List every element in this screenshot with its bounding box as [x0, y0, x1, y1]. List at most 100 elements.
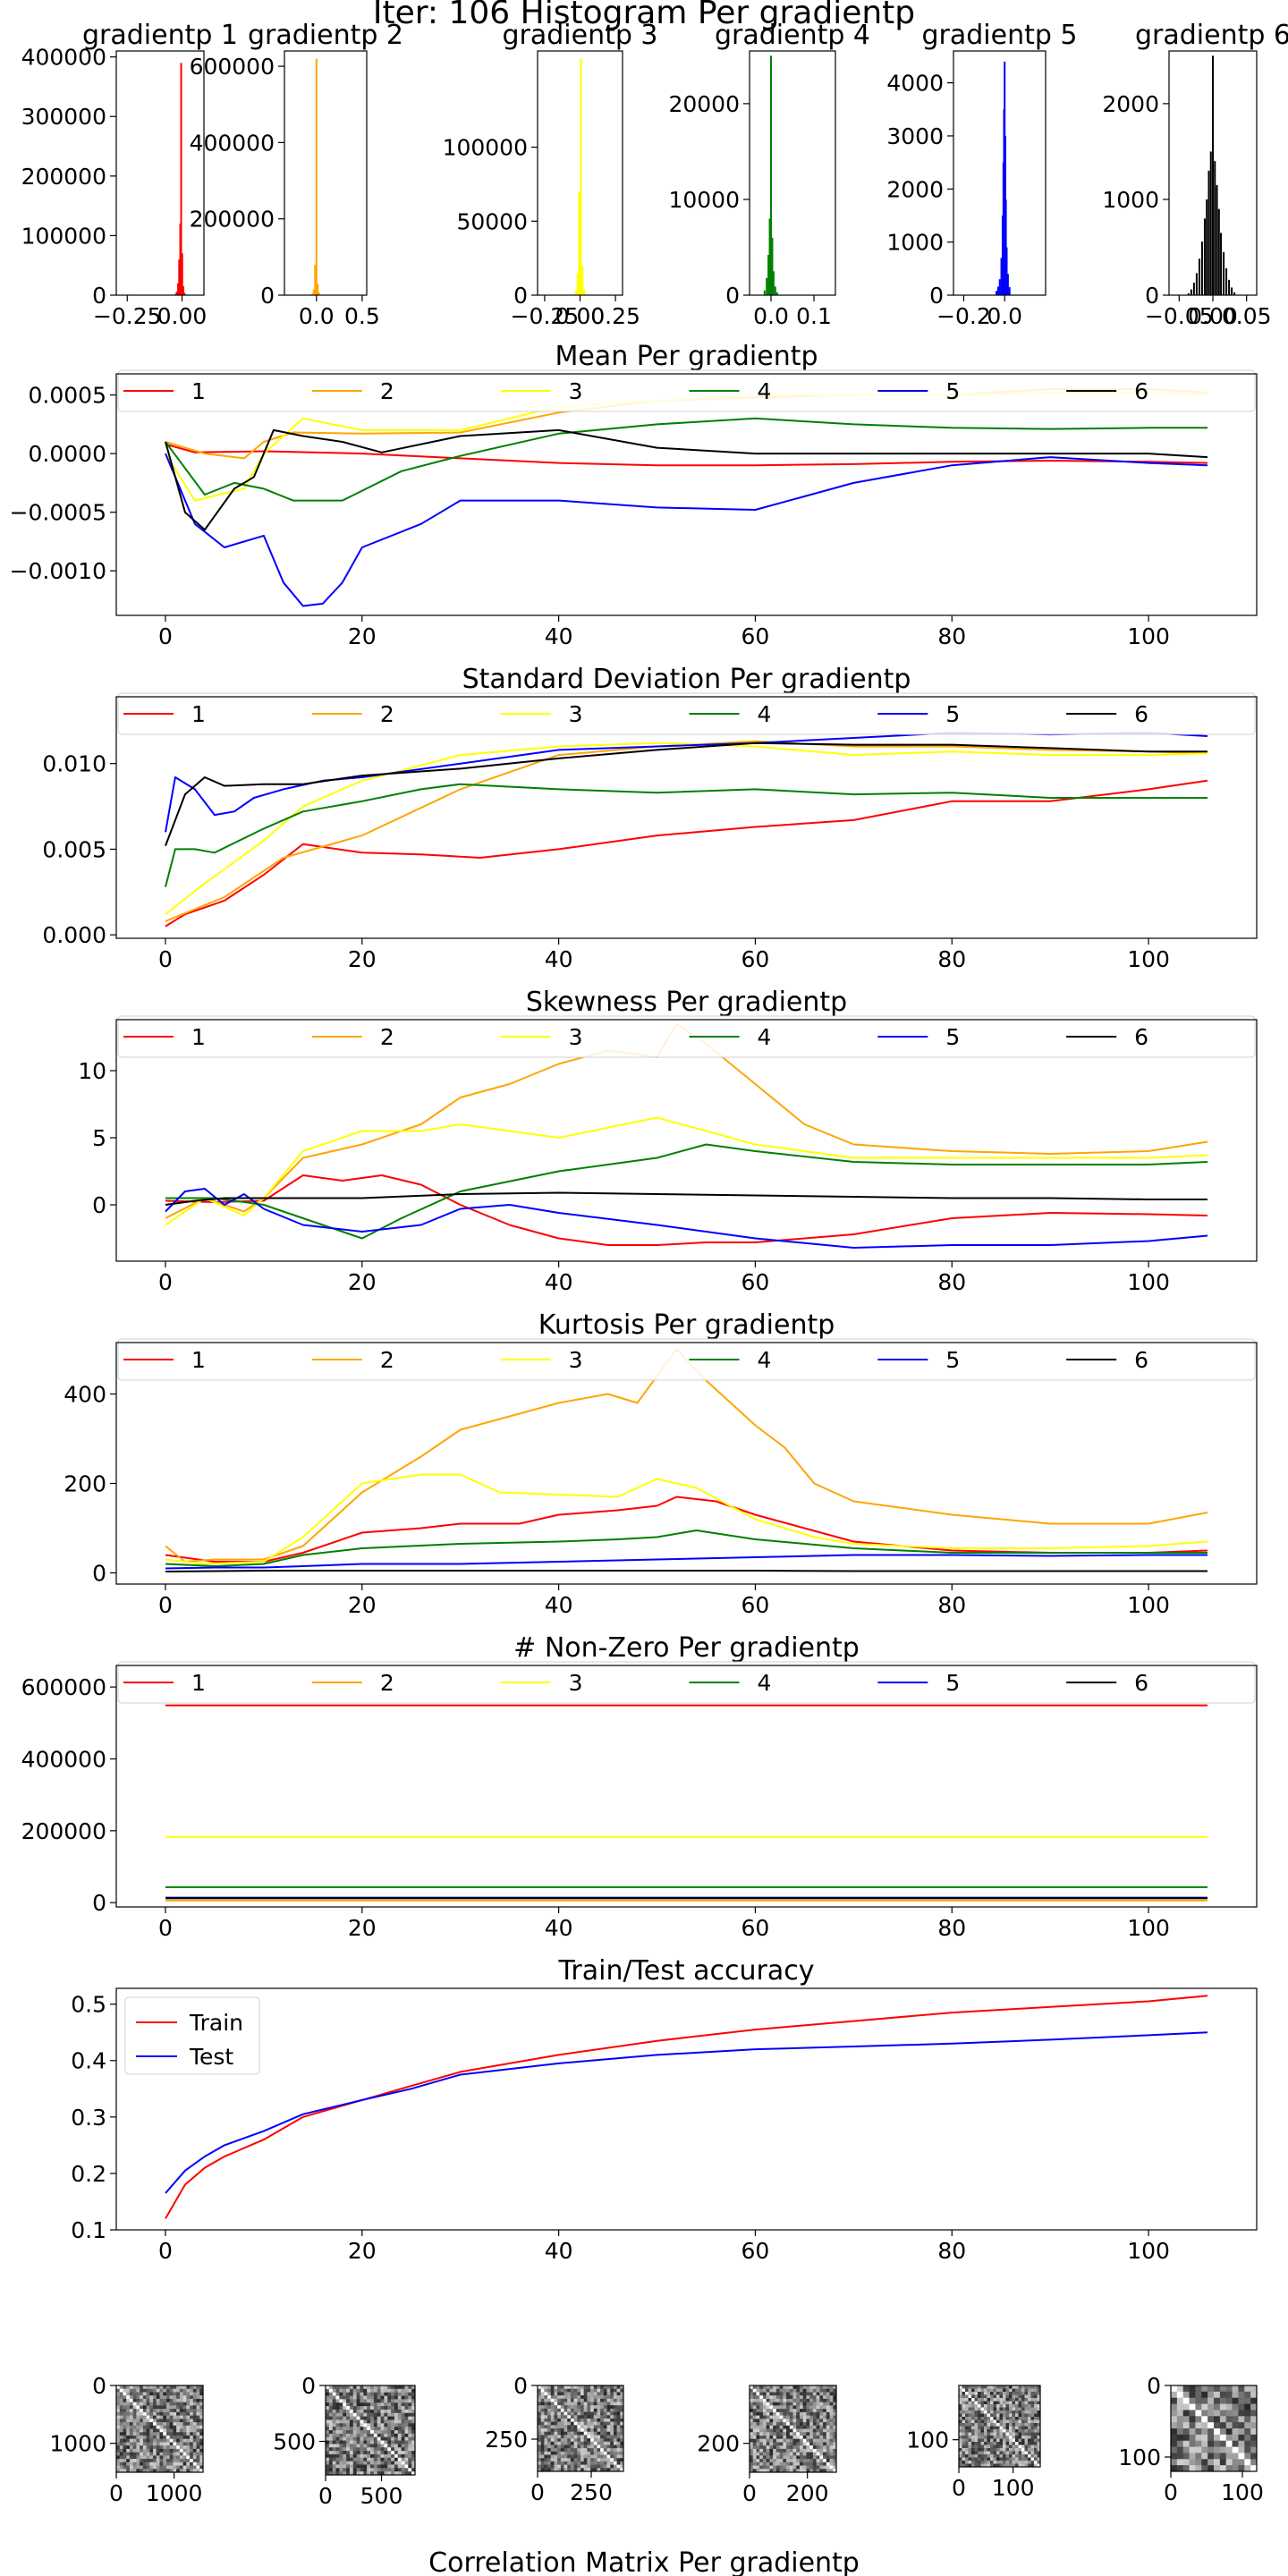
corr5-matrix-cell [1012, 2463, 1016, 2468]
corr4-matrix-cell [833, 2465, 837, 2470]
corr1-matrix-cell [173, 2452, 177, 2456]
corr5-matrix-cell [1030, 2404, 1035, 2408]
corr5-matrix-cell [978, 2451, 981, 2455]
corr3-matrix-cell [538, 2438, 541, 2443]
corr5-matrix-cell [974, 2398, 979, 2402]
hist1-xtick-label: −0.25 [93, 303, 162, 329]
corr3-matrix-cell [610, 2388, 614, 2393]
corr2-matrix-cell [380, 2444, 385, 2448]
corr2-matrix-cell [408, 2412, 412, 2417]
corr4-matrix-cell [779, 2455, 784, 2460]
corr1-matrix-cell [140, 2425, 144, 2429]
corr3-matrix-cell [560, 2458, 564, 2462]
corr1-matrix-cell [176, 2419, 181, 2423]
corr3-matrix-cell [620, 2451, 624, 2455]
corr4-matrix-cell [789, 2422, 793, 2427]
corr4-matrix-cell [775, 2402, 780, 2406]
corr2-matrix-cell [380, 2430, 385, 2435]
corr2-matrix-cell [394, 2430, 399, 2435]
corr2-matrix-cell [408, 2468, 412, 2472]
corr4-matrix-cell [766, 2442, 770, 2446]
corr5-matrix-cell [1003, 2448, 1006, 2452]
corr4-matrix-cell [775, 2438, 780, 2443]
corr1-matrix-cell [153, 2402, 157, 2406]
corr4-xtick-label: 0 [742, 2480, 757, 2506]
corr4-matrix-cell [789, 2419, 793, 2423]
kurt-legend-box [117, 1338, 1256, 1381]
corr5-matrix-cell [965, 2401, 969, 2405]
nonzero-xtick-label: 20 [348, 1915, 377, 1941]
corr6-matrix-cell [1176, 2391, 1184, 2399]
corr6-matrix-cell [1195, 2440, 1202, 2447]
corr3-matrix-cell [613, 2402, 617, 2406]
corr4-matrix-cell [759, 2452, 764, 2456]
corr3-matrix-cell [616, 2385, 621, 2389]
corr1-matrix-cell [149, 2438, 154, 2443]
corr4-matrix-cell [833, 2388, 837, 2393]
corr1-matrix-cell [176, 2395, 181, 2400]
corr1-matrix-cell [179, 2415, 183, 2419]
corr4-matrix-cell [826, 2425, 830, 2429]
kurt-series-line-6 [165, 1570, 1208, 1572]
corr5-matrix-cell [993, 2436, 997, 2439]
corr4-matrix-cell [762, 2435, 767, 2439]
corr3-matrix-cell [554, 2388, 558, 2393]
corr2-matrix-cell [384, 2388, 388, 2393]
corr2-matrix-cell [360, 2406, 364, 2411]
acc-legend-label: Test [189, 2044, 233, 2070]
corr5-matrix-cell [996, 2463, 1000, 2468]
corr3-matrix-cell [597, 2418, 601, 2422]
corr4-matrix-cell [812, 2469, 817, 2473]
corr3-matrix-cell [606, 2451, 611, 2455]
corr6-axes-frame [1170, 2385, 1258, 2472]
corr4-matrix-cell [762, 2459, 767, 2463]
corr2-matrix-cell [397, 2412, 402, 2417]
corr1-matrix-cell [142, 2388, 147, 2393]
corr5-matrix-cell [971, 2429, 975, 2433]
corr4-matrix-cell [752, 2419, 757, 2423]
corr4-matrix-cell [775, 2469, 780, 2473]
corr2-matrix-cell [360, 2464, 364, 2469]
nonzero-xtick-label: 40 [545, 1915, 573, 1941]
corr4-matrix-cell [769, 2445, 774, 2450]
corr5-matrix-cell [1028, 2392, 1031, 2395]
corr2-matrix-cell [394, 2440, 399, 2445]
corr4-matrix-cell [816, 2465, 820, 2470]
corr3-matrix-cell [573, 2438, 578, 2443]
corr2-matrix-cell [349, 2395, 354, 2400]
corr5-matrix-cell [971, 2432, 975, 2436]
corr2-matrix-cell [377, 2423, 381, 2428]
corr4-matrix-cell [823, 2459, 827, 2463]
corr2-matrix-cell [349, 2457, 354, 2462]
corr1-matrix-cell [132, 2405, 137, 2410]
corr1-matrix-cell [192, 2405, 197, 2410]
corr1-matrix-cell [196, 2452, 200, 2456]
corr3-matrix-cell [547, 2461, 552, 2465]
corr4-matrix-cell [792, 2445, 797, 2450]
corr6-matrix-cell [1195, 2446, 1202, 2453]
corr4-matrix-cell [752, 2385, 757, 2390]
corr2-matrix-cell [326, 2409, 330, 2414]
std-xtick-label: 100 [1127, 946, 1170, 972]
hist3-bin-bar [580, 58, 582, 295]
corr6-matrix-cell [1171, 2422, 1178, 2429]
mean-xtick-label: 40 [545, 623, 573, 649]
corr4-matrix-cell [829, 2402, 834, 2406]
corr3-matrix-cell [564, 2458, 568, 2462]
corr2-matrix-cell [401, 2388, 405, 2393]
corr4-matrix-cell [786, 2395, 791, 2400]
corr4-matrix-cell [775, 2459, 780, 2463]
corr1-matrix-cell [123, 2385, 127, 2390]
corr2-matrix-cell [326, 2385, 330, 2390]
corr3-matrix-cell [538, 2461, 541, 2465]
corr2-matrix-cell [397, 2423, 402, 2428]
corr1-matrix-cell [186, 2445, 191, 2450]
corr5-matrix-cell [1024, 2432, 1029, 2436]
corr5-matrix-cell [987, 2454, 991, 2458]
corr3-matrix-cell [583, 2461, 588, 2465]
corr5-matrix-cell [1005, 2394, 1010, 2399]
corr5-matrix-cell [1005, 2423, 1010, 2427]
corr1-matrix-cell [199, 2415, 204, 2419]
corr1-matrix-cell [176, 2469, 181, 2473]
